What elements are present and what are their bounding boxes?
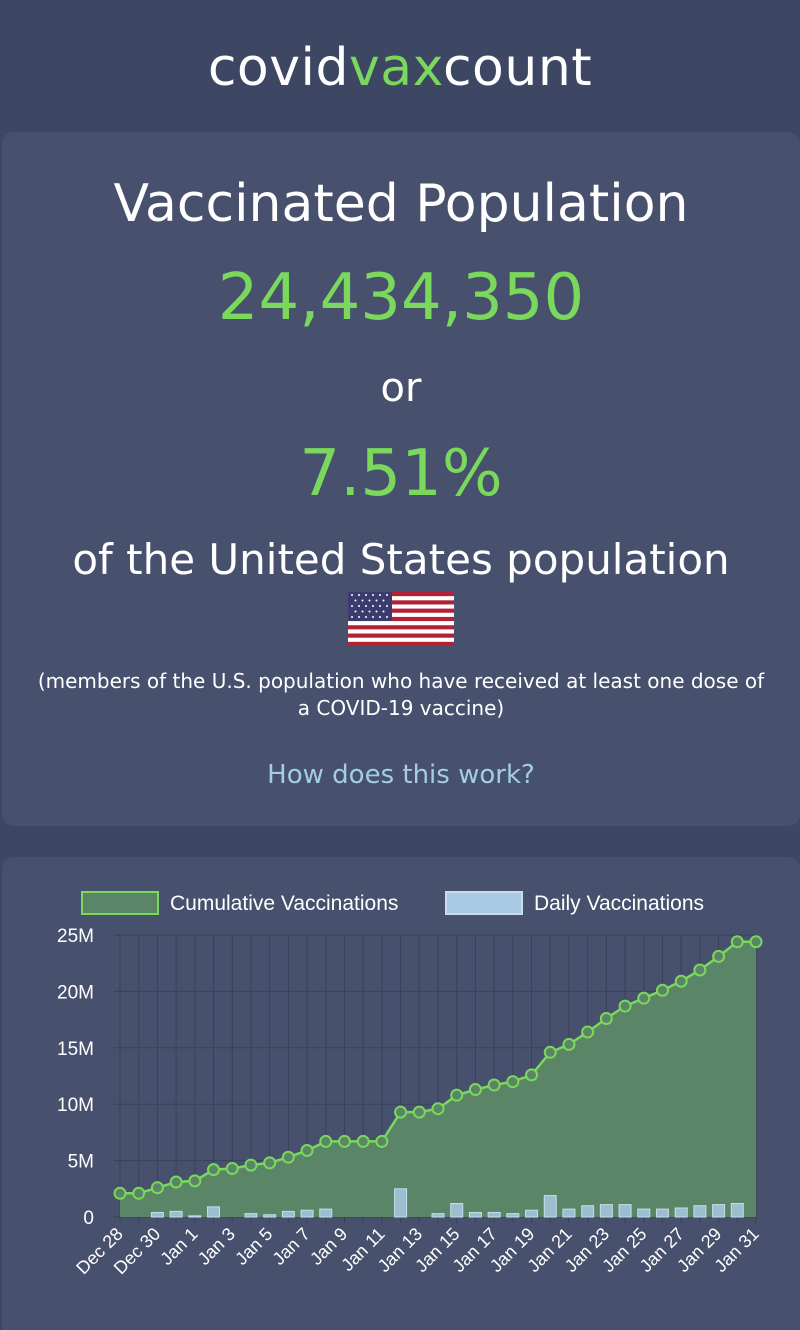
y-tick-label: 0: [83, 1208, 94, 1229]
cumulative-point: [581, 1025, 595, 1039]
cumulative-point: [113, 1186, 127, 1200]
app-logo: covidvaxcount: [0, 36, 800, 100]
cumulative-point: [618, 999, 632, 1013]
daily-bar: [581, 1205, 595, 1218]
daily-bar: [207, 1206, 221, 1218]
y-tick-label: 5M: [68, 1152, 94, 1173]
daily-bar: [674, 1207, 688, 1218]
cumulative-point: [712, 949, 726, 963]
cumulative-point: [487, 1078, 501, 1092]
daily-bar: [169, 1210, 183, 1218]
cumulative-point: [655, 983, 669, 997]
cumulative-point: [749, 935, 763, 949]
legend-swatch-daily: [445, 891, 523, 915]
vaccinated-count: 24,434,350: [217, 261, 585, 335]
x-tick-label: Jan 7: [269, 1224, 314, 1269]
cumulative-point: [169, 1175, 183, 1189]
chart-legend: Cumulative Vaccinations Daily Vaccination…: [81, 891, 704, 915]
daily-bar: [263, 1214, 277, 1218]
daily-bar: [506, 1213, 520, 1218]
cumulative-point: [543, 1045, 557, 1059]
daily-bar: [543, 1195, 557, 1218]
population-note: (members of the U.S. population who have…: [37, 669, 765, 720]
cumulative-point: [188, 1174, 202, 1188]
summary-card: Vaccinated Population 24,434,350 or 7.51…: [2, 132, 800, 826]
cumulative-point: [412, 1105, 426, 1119]
cumulative-point: [337, 1134, 351, 1148]
y-tick-label: 20M: [57, 982, 94, 1003]
vaccinated-percent: 7.51%: [299, 437, 503, 511]
daily-bar: [244, 1213, 258, 1218]
cumulative-point: [599, 1011, 613, 1025]
x-tick-label: Jan 1: [156, 1224, 201, 1269]
chart-card: 0 5M 10M 15M 20M 25M Dec 28 Dec 30 Jan 1 Jan 3 Jan…: [2, 857, 800, 1330]
daily-bar: [468, 1211, 482, 1218]
cumulative-area: [120, 941, 756, 1217]
cumulative-point: [730, 935, 744, 949]
daily-bar: [300, 1209, 314, 1218]
cumulative-point: [637, 991, 651, 1005]
cumulative-point: [300, 1143, 314, 1157]
cumulative-point: [132, 1186, 146, 1200]
cumulative-point: [319, 1134, 333, 1148]
cumulative-point: [225, 1161, 239, 1175]
daily-bar: [188, 1215, 202, 1218]
cumulative-point: [674, 974, 688, 988]
cumulative-point: [281, 1150, 295, 1164]
logo-part-vax: vax: [348, 38, 443, 98]
logo-part-count: count: [442, 38, 593, 98]
legend-label-cumulative: Cumulative Vaccinations: [170, 892, 398, 915]
daily-bar: [712, 1204, 726, 1218]
page-title: Vaccinated Population: [113, 174, 689, 234]
x-tick-label: Jan 5: [231, 1224, 276, 1269]
daily-bar: [693, 1205, 707, 1218]
daily-bar: [281, 1210, 295, 1218]
cumulative-point: [263, 1156, 277, 1170]
daily-bar: [394, 1188, 408, 1218]
daily-bar: [655, 1208, 669, 1218]
daily-bar: [487, 1211, 501, 1218]
or-connector: or: [380, 365, 422, 411]
cumulative-point: [525, 1068, 539, 1082]
cumulative-point: [431, 1102, 445, 1116]
how-it-works-link[interactable]: How does this work?: [267, 760, 535, 790]
cumulative-point: [693, 963, 707, 977]
y-tick-label: 15M: [57, 1039, 94, 1060]
logo-part-covid: covid: [207, 38, 349, 98]
cumulative-point: [356, 1134, 370, 1148]
y-tick-label: 10M: [57, 1095, 94, 1116]
daily-bar: [450, 1202, 464, 1218]
daily-bar: [431, 1213, 445, 1218]
cumulative-point: [150, 1181, 164, 1195]
daily-bar: [730, 1202, 744, 1218]
daily-bar: [618, 1204, 632, 1218]
daily-bar: [150, 1211, 164, 1218]
cumulative-point: [562, 1037, 576, 1051]
daily-bar: [319, 1208, 333, 1218]
us-flag-icon: [348, 592, 454, 646]
cumulative-point: [468, 1083, 482, 1097]
daily-bar: [562, 1208, 576, 1218]
legend-swatch-cumulative: [81, 891, 159, 915]
population-text: of the United States population: [72, 535, 730, 584]
y-tick-label: 25M: [57, 926, 94, 947]
cumulative-point: [244, 1158, 258, 1172]
x-tick-label: Jan 3: [194, 1224, 239, 1269]
cumulative-point: [450, 1088, 464, 1102]
cumulative-point: [506, 1075, 520, 1089]
cumulative-point: [207, 1163, 221, 1177]
cumulative-point: [375, 1134, 389, 1148]
daily-bar: [599, 1204, 613, 1218]
daily-bar: [525, 1209, 539, 1218]
legend-label-daily: Daily Vaccinations: [534, 892, 704, 915]
daily-bar: [637, 1208, 651, 1218]
cumulative-point: [394, 1105, 408, 1119]
